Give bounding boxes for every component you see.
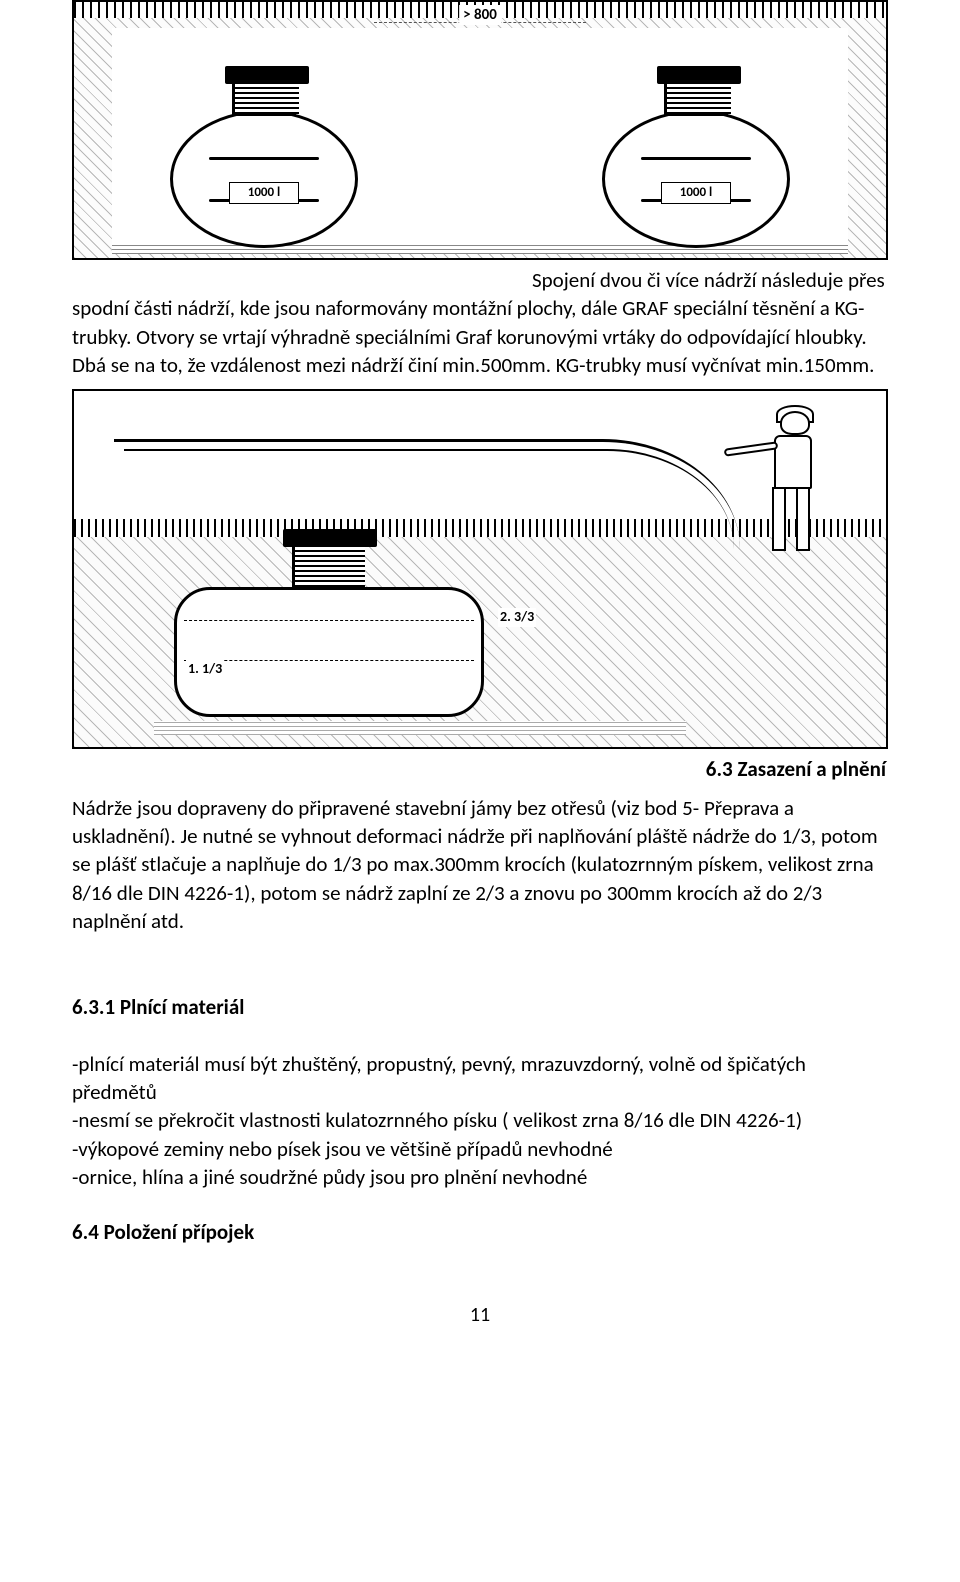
leg <box>796 487 810 551</box>
tank-rib <box>209 157 319 160</box>
bullet-item: -plnící materiál musí být zhuštěný, prop… <box>72 1050 888 1107</box>
tank-body <box>170 110 358 248</box>
heading-6-3-1: 6.3.1 Plnící materiál <box>72 993 888 1021</box>
tank-neck <box>664 76 728 116</box>
fill-label-one-third: 1. 1/3 <box>186 660 224 679</box>
worker-figure <box>740 411 830 571</box>
torso <box>774 435 812 489</box>
tank-volume-label: 1000 l <box>229 182 299 204</box>
figure-two-tanks: > 800 1000 l 1000 l <box>72 0 888 260</box>
tank-rib <box>641 157 751 160</box>
paragraph-filling: Nádrže jsou dopraveny do připravené stav… <box>72 794 888 936</box>
fill-level-line <box>184 620 474 621</box>
tank-body <box>602 110 790 248</box>
tank-volume-label: 1000 l <box>661 182 731 204</box>
fill-label-two-thirds: 2. 3/3 <box>498 608 536 627</box>
leg <box>772 487 786 551</box>
base-layer <box>154 721 686 735</box>
tank-neck <box>232 76 296 116</box>
bullet-item: -výkopové zeminy nebo písek jsou ve větš… <box>72 1135 888 1163</box>
paragraph-connection: Spojení dvou či více nádrží následuje př… <box>72 266 888 379</box>
tank-left: 1000 l <box>144 68 384 248</box>
arm <box>724 442 779 457</box>
dimension-label: > 800 <box>459 5 501 25</box>
head <box>780 411 810 435</box>
tank-right: 1000 l <box>576 68 816 248</box>
buried-tank <box>174 587 484 717</box>
tank-neck <box>292 541 362 589</box>
heading-6-3: 6.3 Zasazení a plnění <box>72 755 888 783</box>
bullet-item: -nesmí se překročit vlastnosti kulatozrn… <box>72 1106 888 1134</box>
hose-line <box>124 449 734 549</box>
bullet-item: -ornice, hlína a jiné soudržné půdy jsou… <box>72 1163 888 1191</box>
page-number: 11 <box>72 1302 888 1329</box>
heading-6-4: 6.4 Položení přípojek <box>72 1218 888 1246</box>
fill-level-line <box>184 660 474 661</box>
figure-worker-filling: 1. 1/3 2. 3/3 <box>72 389 888 749</box>
